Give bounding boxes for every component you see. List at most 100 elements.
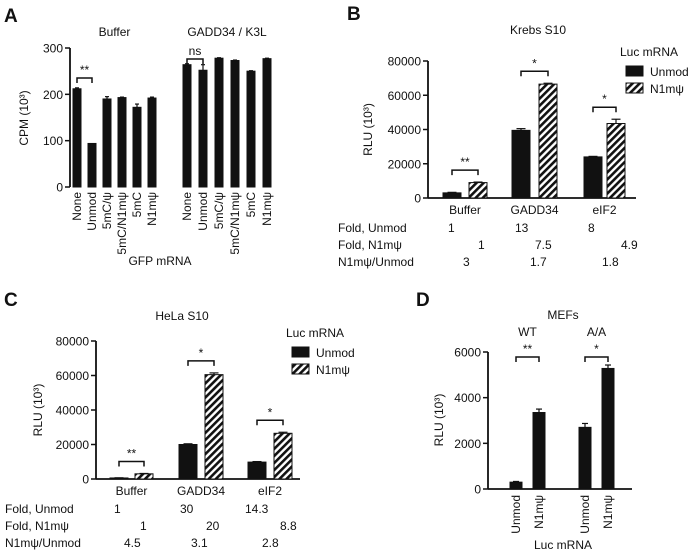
significance-label: * — [268, 405, 273, 419]
legend-label: Unmod — [316, 346, 355, 360]
y-tick-label: 300 — [43, 42, 63, 56]
panel-letter-a: A — [4, 6, 18, 27]
legend-swatch-n1mψ — [625, 82, 644, 94]
x-tick-label: N1mψ — [260, 192, 274, 226]
significance-label: * — [602, 92, 607, 106]
bar-unmod — [511, 129, 531, 199]
table-cell: 20 — [206, 519, 220, 533]
significance-bracket — [186, 58, 204, 64]
table-cell: 7.5 — [535, 238, 552, 252]
panel-d: 0 2000 4000 6000 RLU (10³) MEFs WT ** Unmod N1mψ A… — [432, 308, 632, 552]
legend-label: N1mψ — [650, 82, 684, 96]
table-cell: 8 — [588, 221, 595, 235]
panel-letter-c: C — [4, 290, 18, 311]
y-tick-label: 80000 — [56, 335, 90, 349]
chart-title: HeLa S10 — [155, 309, 209, 323]
table-cell: 30 — [180, 502, 194, 516]
y-tick-label: 60000 — [56, 369, 90, 383]
bar — [182, 64, 192, 188]
x-tick-label: Unmod — [85, 192, 99, 231]
bar — [578, 426, 592, 490]
table-row-label: Fold, N1mψ — [5, 519, 69, 533]
bar — [72, 88, 82, 188]
table-row-label: Fold, N1mψ — [338, 238, 402, 252]
table-cell: 1.8 — [602, 255, 619, 269]
x-tick-label: 5mC/N1mψ — [115, 192, 129, 255]
bar — [509, 481, 523, 490]
x-tick-label: GADD34 — [510, 203, 558, 217]
bar — [87, 142, 97, 188]
y-tick-label: 0 — [56, 181, 63, 195]
y-tick-label: 0 — [474, 483, 481, 497]
bar-unmod — [247, 461, 267, 480]
table-cell: 13 — [515, 221, 529, 235]
x-tick-label: None — [180, 192, 194, 221]
table-cell: 1 — [448, 221, 455, 235]
y-tick-label: 2000 — [454, 437, 481, 451]
table-cell: 4.9 — [621, 238, 638, 252]
legend-swatch-n1mψ — [291, 363, 310, 375]
legend-swatch-unmod — [291, 346, 310, 358]
significance-label: ** — [80, 63, 90, 77]
significance-label: ** — [460, 155, 470, 169]
significance-label: ns — [189, 44, 202, 58]
table-row-label: Fold, Unmod — [338, 221, 407, 235]
y-axis-label: RLU (10³) — [432, 394, 446, 447]
panel-letter-d: D — [416, 290, 430, 311]
bar — [532, 412, 546, 490]
significance-bracket — [76, 77, 93, 83]
group-title: GADD34 / K3L — [187, 25, 267, 39]
bar — [262, 58, 272, 188]
chart-title: MEFs — [547, 308, 578, 322]
y-tick-label: 20000 — [388, 157, 422, 171]
x-tick-label: 5mC — [130, 192, 144, 218]
bar — [214, 57, 224, 188]
panel-b: 0 20000 40000 60000 80000 RLU (10³) Krebs S10 *… — [338, 23, 689, 269]
x-tick-label: 5mC/N1mψ — [228, 192, 242, 255]
bar — [230, 60, 240, 188]
y-tick-label: 60000 — [388, 89, 422, 103]
table-cell: 2.8 — [262, 536, 279, 550]
significance-bracket — [520, 70, 549, 77]
x-axis-label: Luc mRNA — [534, 538, 592, 552]
x-tick-label: N1mψ — [601, 495, 615, 529]
y-tick-label: 200 — [43, 88, 63, 102]
bar-unmod — [583, 156, 603, 199]
y-tick-label: 20000 — [56, 438, 90, 452]
significance-label: * — [532, 56, 537, 70]
bar — [102, 98, 112, 188]
table-cell: 3.1 — [191, 536, 208, 550]
group-title: Buffer — [99, 25, 131, 39]
legend-title: Luc mRNA — [286, 326, 344, 340]
y-tick-label: 100 — [43, 134, 63, 148]
y-tick-label: 0 — [414, 192, 421, 206]
significance-bracket — [515, 356, 540, 362]
y-tick-label: 6000 — [454, 346, 481, 360]
x-tick-label: eIF2 — [258, 484, 282, 498]
y-tick-label: 4000 — [454, 391, 481, 405]
table-cell: 1 — [478, 238, 485, 252]
significance-bracket — [187, 360, 215, 366]
x-tick-label: eIF2 — [592, 203, 616, 217]
y-tick-label: 40000 — [388, 123, 422, 137]
table-cell: 4.5 — [124, 536, 141, 550]
bar — [246, 70, 256, 188]
bar-n1mψ — [204, 374, 224, 480]
table-cell: 1 — [114, 502, 121, 516]
significance-label: ** — [523, 342, 533, 356]
x-tick-label: Buffer — [449, 203, 481, 217]
y-tick-label: 80000 — [388, 55, 422, 69]
legend-label: N1mψ — [316, 363, 350, 377]
x-tick-label: 5mC/ψ — [212, 192, 226, 229]
x-tick-label: N1mψ — [532, 495, 546, 529]
group-title: WT — [518, 325, 537, 339]
table-cell: 3 — [463, 255, 470, 269]
bar — [117, 97, 127, 188]
bar — [601, 367, 615, 490]
chart-title: Krebs S10 — [510, 23, 566, 37]
significance-bracket — [584, 356, 609, 362]
x-axis-label: GFP mRNA — [128, 254, 191, 268]
